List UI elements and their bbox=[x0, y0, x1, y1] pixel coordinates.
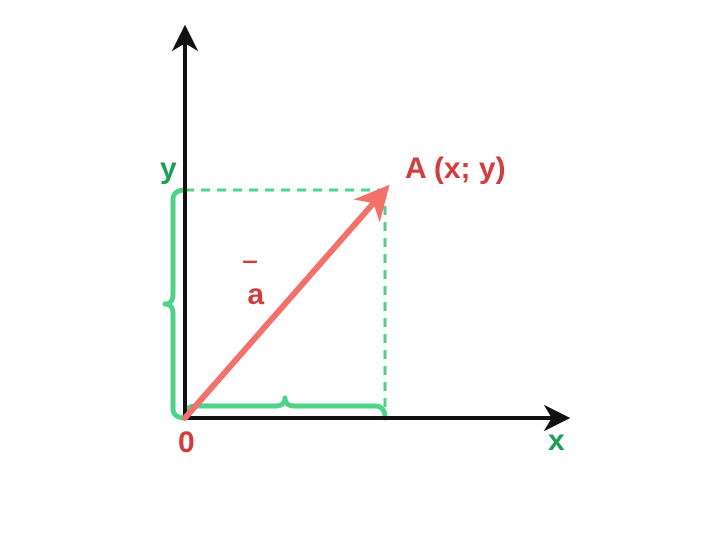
vector-a-label: ‾ a bbox=[243, 258, 264, 311]
y-axis-label: y bbox=[160, 152, 177, 185]
point-a-label: A (x; y) bbox=[405, 152, 506, 185]
y-brace bbox=[165, 190, 185, 418]
vector-a bbox=[185, 190, 385, 418]
vector-diagram: y x 0 A (x; y) ‾ a bbox=[0, 0, 723, 545]
origin-label: 0 bbox=[178, 426, 195, 459]
x-brace bbox=[185, 398, 385, 418]
x-axis-label: x bbox=[548, 424, 565, 457]
